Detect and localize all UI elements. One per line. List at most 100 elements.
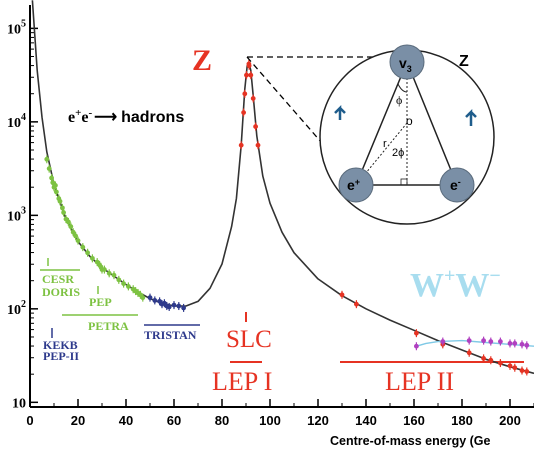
w-w-data-point <box>488 339 494 344</box>
diagram-two-phi-label: 2ϕ <box>392 147 404 159</box>
lep-i-data-point <box>248 72 254 78</box>
doris-data-point <box>70 229 76 235</box>
x-axis-title: Centre-of-mass energy (Ge <box>330 434 491 448</box>
x-tick-label: 60 <box>167 413 181 428</box>
label-doris: DORIS <box>42 285 80 299</box>
radius-line <box>355 122 408 186</box>
petra-data-point <box>116 277 122 283</box>
w-w-data-point <box>481 338 486 344</box>
doris-data-point <box>61 210 66 215</box>
petra-data-point <box>111 272 117 278</box>
w-w-data-point <box>512 341 518 346</box>
lep-i-data-point <box>244 72 249 78</box>
lep-ii-data-point <box>519 368 525 373</box>
inset-diagram: v3 e+ e- Z ϕ o r 2ϕ <box>319 44 495 225</box>
lep-i-data-point <box>250 96 256 101</box>
petra-data-point <box>85 250 90 256</box>
label-lep2: LEP II <box>385 367 454 396</box>
right-angle-mark <box>400 178 408 186</box>
cesr-data-point <box>54 189 59 195</box>
petra-data-point <box>102 267 107 272</box>
w-w-data-point <box>466 338 472 344</box>
process-e1: e <box>68 109 75 126</box>
lep-i-data-point <box>238 142 244 148</box>
petra-data-point <box>106 270 112 276</box>
ww-sup2: − <box>489 265 500 287</box>
y-tick-label: 102 <box>7 299 26 318</box>
y-tick-exponent: 5 <box>21 18 26 29</box>
lep-ii-data-point <box>354 301 359 307</box>
cesr-data-point <box>46 166 52 172</box>
node-left-label: e+ <box>347 177 360 193</box>
tristan-data-point <box>152 298 158 303</box>
lep-ii-data-point <box>512 365 518 371</box>
node-top-v: v <box>399 55 407 71</box>
x-tick-label: 200 <box>499 413 521 428</box>
label-kekb: KEKB <box>43 338 78 352</box>
w-w-data-point <box>498 339 503 344</box>
lep-ii-data-point <box>524 369 530 374</box>
y-tick-base: 10 <box>12 396 26 411</box>
process-e2: e <box>81 109 88 126</box>
petra-data-point <box>94 259 100 265</box>
tristan-data-point <box>166 304 172 310</box>
process-sup2: - <box>89 107 93 119</box>
label-pep: PEP <box>89 295 112 309</box>
petra-data-point <box>140 295 146 301</box>
lep-ii-data-point <box>414 330 419 336</box>
data-points-layer <box>44 59 530 376</box>
cesr-data-point <box>53 183 58 188</box>
node-top-label: v3 <box>399 55 412 74</box>
y-tick-base: 10 <box>7 303 21 318</box>
rotation-arrow-left-icon <box>334 104 346 120</box>
petra-data-point <box>73 233 78 239</box>
process-sup1: + <box>75 107 81 119</box>
petra-data-point <box>121 281 126 286</box>
w-w-data-point <box>507 341 513 346</box>
y-tick-label: 103 <box>7 205 26 224</box>
label-pep2: PEP-II <box>43 349 79 363</box>
y-tick-base: 10 <box>7 209 21 224</box>
tristan-data-point <box>147 295 153 301</box>
triangle-right <box>406 61 458 186</box>
label-petra: PETRA <box>88 319 129 333</box>
tristan-data-point <box>181 305 187 311</box>
ww-sup1: + <box>444 265 455 287</box>
phi-angle-arc <box>397 83 408 93</box>
node-right-e: e <box>450 177 458 193</box>
lep-ii-data-point <box>507 363 513 369</box>
doris-data-point <box>68 224 74 229</box>
lep-ii-data-point <box>481 355 486 361</box>
node-right <box>439 167 475 203</box>
lep-ii-data-point <box>339 292 345 298</box>
node-top <box>389 44 425 80</box>
lep-ii-data-point <box>498 360 503 366</box>
lep-ii-data-point <box>488 357 494 363</box>
diagram-origin-label: o <box>406 114 413 128</box>
x-tick-label: 20 <box>71 413 85 428</box>
x-tick-label: 120 <box>307 413 329 428</box>
doris-data-point <box>66 219 71 225</box>
ww-w2: W <box>455 267 489 304</box>
w-w-data-point <box>524 342 530 348</box>
diagram-phi-label: ϕ <box>396 93 402 107</box>
w-w-data-point <box>440 339 446 344</box>
petra-data-point <box>125 284 131 289</box>
y-tick-exponent: 4 <box>21 112 26 123</box>
node-top-sub: 3 <box>407 64 412 74</box>
y-tick-exponent: 3 <box>21 205 26 216</box>
x-tick-label: 100 <box>259 413 281 428</box>
x-tick-label: 140 <box>355 413 377 428</box>
y-tick-label: 105 <box>7 18 26 37</box>
y-tick-exponent: 2 <box>21 299 26 310</box>
process-hadrons: hadrons <box>121 109 184 126</box>
zoom-line-bottom <box>246 56 357 183</box>
y-tick-label: 10 <box>12 396 26 411</box>
y-tick-base: 10 <box>7 22 21 37</box>
lep-ii-data-point <box>466 350 472 356</box>
x-axis-ticks: 0 20 40 60 80 100 120 140 160 180 200 <box>26 399 534 428</box>
process-label: e+e- ⟶ hadrons <box>68 107 184 126</box>
cesr-data-point <box>44 156 50 162</box>
